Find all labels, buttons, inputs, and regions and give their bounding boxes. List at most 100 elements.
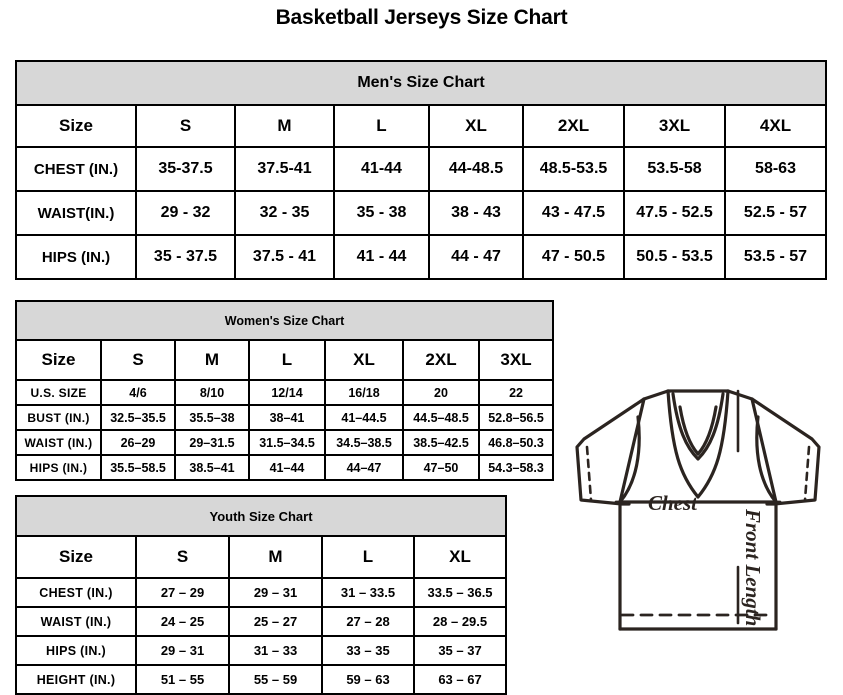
youth-row-label-chest: CHEST (IN.) [15,577,137,608]
left-armhole [618,415,641,504]
womens-caption-row: Women's Size Chart [14,300,555,341]
womens-us-size-s: 4/6 [100,379,176,406]
womens-bust-l: 38–41 [248,404,326,431]
youth-col-header-l: L [321,535,415,579]
youth-waist-l: 27 – 28 [321,606,415,637]
youth-header-row: Size S M L XL [15,535,508,579]
mens-col-header-size: Size [15,104,137,148]
mens-waist-l: 35 - 38 [333,190,430,236]
womens-col-header-s: S [100,339,176,381]
womens-bust-3xl: 52.8–56.5 [477,404,555,431]
mens-hips-3xl: 50.5 - 53.5 [623,234,726,280]
right-sleeve-hem-dashes [803,445,811,502]
womens-row-label-waist: WAIST (IN.) [15,429,102,456]
mens-hips-4xl: 53.5 - 57 [723,234,828,280]
youth-row-label-waist: WAIST (IN.) [15,606,137,637]
mens-row-label-chest: CHEST (IN.) [15,146,137,192]
youth-hips-xl: 35 – 37 [412,635,508,666]
youth-caption-row: Youth Size Chart [14,495,508,537]
mens-col-header-m: M [234,104,335,148]
mens-chest-m: 37.5-41 [234,146,335,192]
mens-row-label-hips: HIPS (IN.) [15,234,137,280]
womens-bust-s: 32.5–35.5 [100,404,176,431]
mens-waist-3xl: 47.5 - 52.5 [623,190,726,236]
left-sleeve-hem-dashes [585,445,593,502]
womens-bust-m: 35.5–38 [174,404,250,431]
table-row: CHEST (IN.) 35-37.5 37.5-41 41-44 44-48.… [15,146,828,192]
womens-waist-2xl: 38.5–42.5 [402,429,480,456]
table-row: HIPS (IN.) 35 - 37.5 37.5 - 41 41 - 44 4… [15,234,828,280]
mens-hips-m: 37.5 - 41 [234,234,335,280]
youth-hips-s: 29 – 31 [135,635,230,666]
womens-col-header-2xl: 2XL [402,339,480,381]
youth-caption: Youth Size Chart [14,495,508,537]
vneck-band-2 [678,405,718,456]
youth-waist-s: 24 – 25 [135,606,230,637]
youth-col-header-s: S [135,535,230,579]
mens-col-header-2xl: 2XL [522,104,625,148]
table-row: CHEST (IN.) 27 – 29 29 – 31 31 – 33.5 33… [15,577,508,608]
vneck-outer [666,389,730,499]
youth-chest-m: 29 – 31 [228,577,323,608]
mens-waist-2xl: 43 - 47.5 [522,190,625,236]
mens-col-header-s: S [135,104,236,148]
mens-waist-4xl: 52.5 - 57 [723,190,828,236]
mens-waist-s: 29 - 32 [135,190,236,236]
youth-height-xl: 63 – 67 [412,664,508,695]
jersey-measurement-diagram: Chest Front Length [556,355,843,670]
youth-height-s: 51 – 55 [135,664,230,695]
mens-chest-4xl: 58-63 [723,146,828,192]
mens-col-header-3xl: 3XL [623,104,726,148]
womens-caption: Women's Size Chart [14,300,555,341]
mens-hips-s: 35 - 37.5 [135,234,236,280]
womens-col-header-xl: XL [324,339,404,381]
mens-size-chart-table: Men's Size Chart Size S M L XL 2XL 3XL 4… [14,60,828,280]
womens-hips-l: 41–44 [248,454,326,481]
mens-caption-row: Men's Size Chart [14,60,828,106]
womens-header-row: Size S M L XL 2XL 3XL [15,339,555,381]
womens-col-header-3xl: 3XL [477,339,555,381]
youth-chest-xl: 33.5 – 36.5 [412,577,508,608]
youth-chest-l: 31 – 33.5 [321,577,415,608]
mens-col-header-xl: XL [428,104,524,148]
page-title: Basketball Jerseys Size Chart [275,6,568,29]
mens-caption: Men's Size Chart [14,60,828,106]
mens-hips-l: 41 - 44 [333,234,430,280]
mens-col-header-4xl: 4XL [723,104,828,148]
womens-us-size-3xl: 22 [477,379,555,406]
womens-hips-2xl: 47–50 [402,454,480,481]
womens-col-header-m: M [174,339,250,381]
chest-label: Chest [648,491,698,515]
youth-waist-m: 25 – 27 [228,606,323,637]
womens-size-chart-table: Women's Size Chart Size S M L XL 2XL 3XL… [14,300,555,481]
womens-bust-xl: 41–44.5 [324,404,404,431]
table-row: HIPS (IN.) 35.5–58.5 38.5–41 41–44 44–47… [15,454,555,481]
table-row: HIPS (IN.) 29 – 31 31 – 33 33 – 35 35 – … [15,635,508,666]
mens-col-header-l: L [333,104,430,148]
womens-us-size-2xl: 20 [402,379,480,406]
mens-row-label-waist: WAIST(IN.) [15,190,137,236]
womens-us-size-xl: 16/18 [324,379,404,406]
mens-header-row: Size S M L XL 2XL 3XL 4XL [15,104,828,148]
table-row: HEIGHT (IN.) 51 – 55 55 – 59 59 – 63 63 … [15,664,508,695]
table-row: WAIST(IN.) 29 - 32 32 - 35 35 - 38 38 - … [15,190,828,236]
womens-hips-s: 35.5–58.5 [100,454,176,481]
womens-hips-3xl: 54.3–58.3 [477,454,555,481]
womens-us-size-m: 8/10 [174,379,250,406]
youth-col-header-m: M [228,535,323,579]
table-row: WAIST (IN.) 24 – 25 25 – 27 27 – 28 28 –… [15,606,508,637]
youth-col-header-xl: XL [412,535,508,579]
front-length-label: Front Length [741,508,765,626]
youth-hips-l: 33 – 35 [321,635,415,666]
mens-chest-xl: 44-48.5 [428,146,524,192]
womens-hips-xl: 44–47 [324,454,404,481]
mens-chest-l: 41-44 [333,146,430,192]
youth-col-header-size: Size [15,535,137,579]
youth-height-m: 55 – 59 [228,664,323,695]
youth-row-label-height: HEIGHT (IN.) [15,664,137,695]
right-armhole [755,415,778,504]
mens-hips-xl: 44 - 47 [428,234,524,280]
womens-col-header-size: Size [15,339,102,381]
youth-height-l: 59 – 63 [321,664,415,695]
womens-row-label-us-size: U.S. SIZE [15,379,102,406]
